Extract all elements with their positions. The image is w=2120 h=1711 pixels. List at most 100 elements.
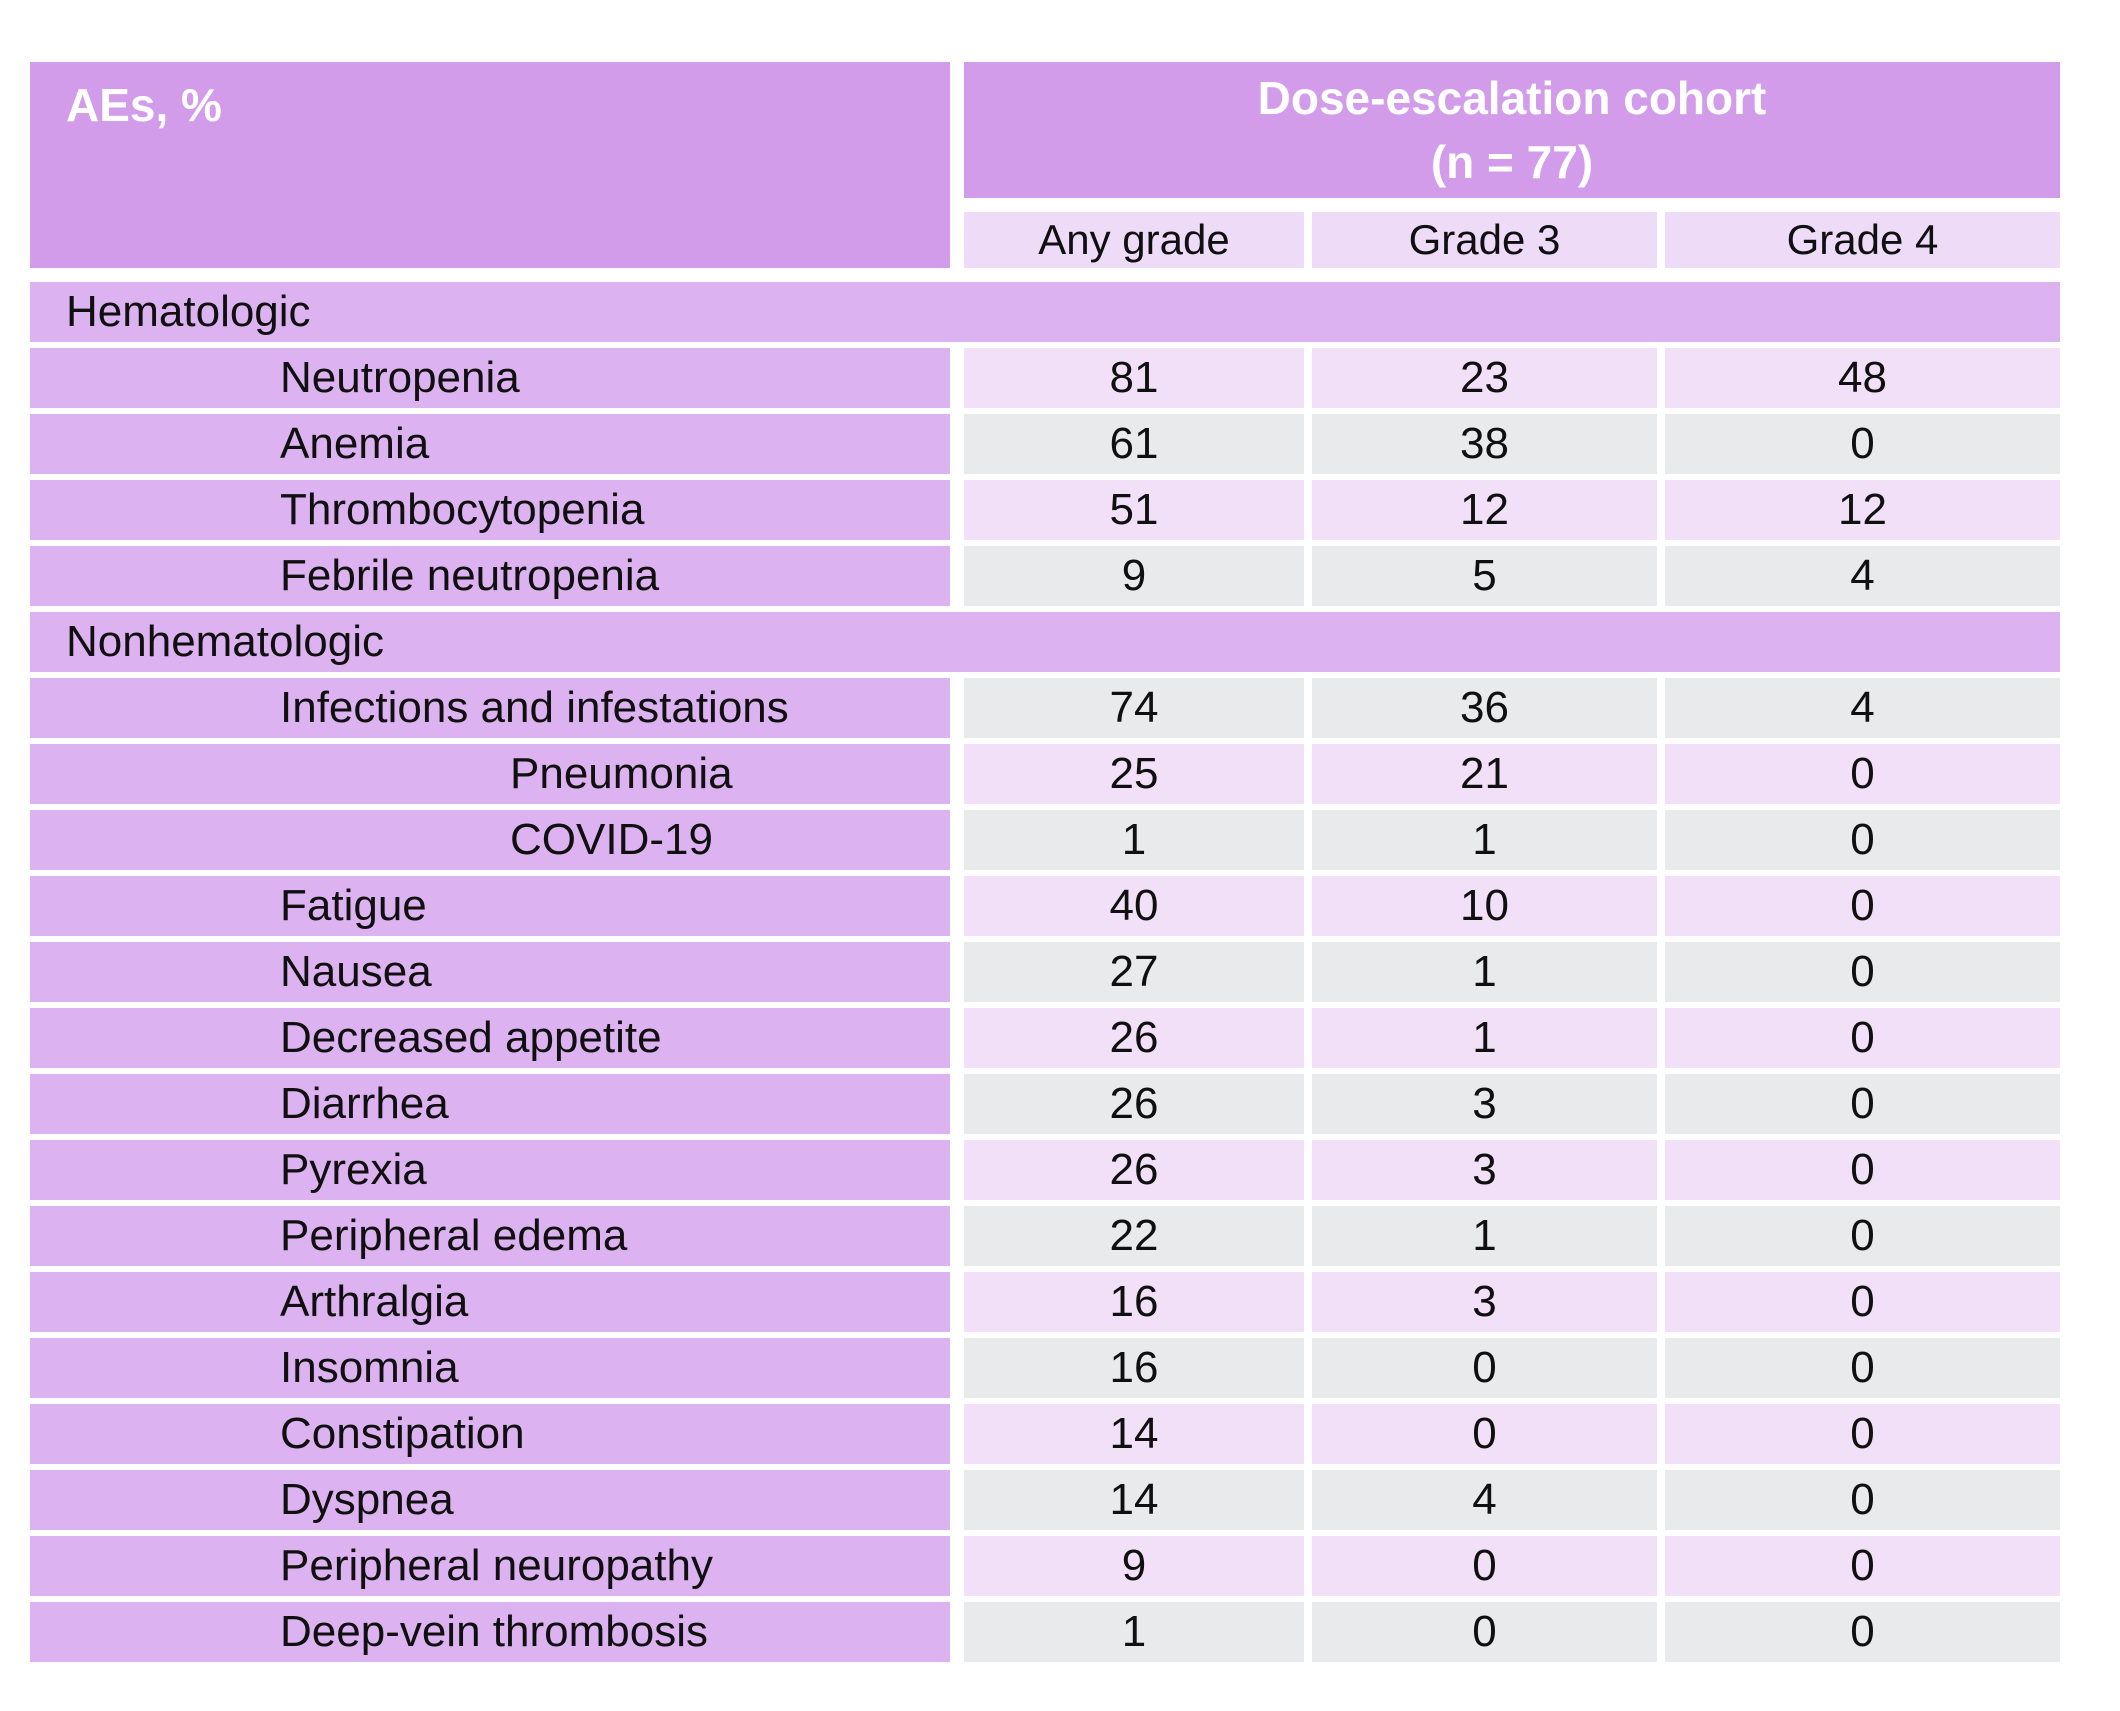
cell-grade-3: 1 [1312,810,1657,870]
cell-grade-4: 0 [1665,1008,2060,1068]
cell-grade-4: 0 [1665,1272,2060,1332]
table-row: Diarrhea 26 3 0 [30,1074,2060,1134]
cell-any-grade: 40 [964,876,1304,936]
row-label: Thrombocytopenia [30,480,950,540]
cell-grade-4: 0 [1665,1404,2060,1464]
header-right-zone: Dose-escalation cohort (n = 77) Any grad… [964,62,2060,268]
row-label: Febrile neutropenia [30,546,950,606]
cell-any-grade: 14 [964,1470,1304,1530]
cell-grade-3: 1 [1312,1008,1657,1068]
row-label: Nausea [30,942,950,1002]
cell-grade-3: 4 [1312,1470,1657,1530]
table-row: Nausea 27 1 0 [30,942,2060,1002]
group-header-dose-escalation-cohort: Dose-escalation cohort (n = 77) [964,62,2060,198]
section-row-hematologic: Hematologic [30,282,2060,342]
cell-any-grade: 1 [964,810,1304,870]
cell-grade-3: 3 [1312,1140,1657,1200]
table-row: Dyspnea 14 4 0 [30,1470,2060,1530]
cell-grade-3: 3 [1312,1074,1657,1134]
table-row: Peripheral neuropathy 9 0 0 [30,1536,2060,1596]
cell-grade-4: 12 [1665,480,2060,540]
section-label: Hematologic [30,282,2060,342]
cell-grade-4: 0 [1665,1074,2060,1134]
table-row: Infections and infestations 74 36 4 [30,678,2060,738]
row-label: Peripheral neuropathy [30,1536,950,1596]
section-row-nonhematologic: Nonhematologic [30,612,2060,672]
column-header-grade-3: Grade 3 [1312,212,1657,268]
cell-grade-4: 0 [1665,1140,2060,1200]
row-label: Insomnia [30,1338,950,1398]
cell-any-grade: 25 [964,744,1304,804]
table-row: Anemia 61 38 0 [30,414,2060,474]
row-label: Fatigue [30,876,950,936]
cell-grade-4: 0 [1665,1602,2060,1662]
table-row: Deep-vein thrombosis 1 0 0 [30,1602,2060,1662]
cell-grade-4: 0 [1665,1338,2060,1398]
table-row: Pyrexia 26 3 0 [30,1140,2060,1200]
row-label: Infections and infestations [30,678,950,738]
row-label: Pyrexia [30,1140,950,1200]
corner-header-aes-percent: AEs, % [30,62,950,268]
cell-grade-4: 4 [1665,678,2060,738]
cell-grade-3: 21 [1312,744,1657,804]
cell-grade-3: 10 [1312,876,1657,936]
cell-grade-4: 0 [1665,414,2060,474]
cell-any-grade: 26 [964,1140,1304,1200]
row-label: Diarrhea [30,1074,950,1134]
table-row: COVID-19 1 1 0 [30,810,2060,870]
section-label: Nonhematologic [30,612,2060,672]
cell-grade-3: 12 [1312,480,1657,540]
column-header-row: Any grade Grade 3 Grade 4 [964,212,2060,268]
cell-grade-3: 1 [1312,1206,1657,1266]
cell-any-grade: 14 [964,1404,1304,1464]
cell-any-grade: 9 [964,546,1304,606]
row-label: Deep-vein thrombosis [30,1602,950,1662]
table-row: Pneumonia 25 21 0 [30,744,2060,804]
table-row: Constipation 14 0 0 [30,1404,2060,1464]
cell-grade-4: 4 [1665,546,2060,606]
cell-grade-3: 0 [1312,1404,1657,1464]
cell-grade-3: 0 [1312,1536,1657,1596]
cell-any-grade: 27 [964,942,1304,1002]
adverse-events-table: AEs, % Dose-escalation cohort (n = 77) A… [30,62,2060,1668]
row-label: Decreased appetite [30,1008,950,1068]
cell-grade-4: 0 [1665,1536,2060,1596]
cell-grade-3: 38 [1312,414,1657,474]
cell-any-grade: 1 [964,1602,1304,1662]
table-row: Fatigue 40 10 0 [30,876,2060,936]
row-label: COVID-19 [30,810,950,870]
cell-grade-4: 0 [1665,876,2060,936]
cell-any-grade: 61 [964,414,1304,474]
cell-any-grade: 16 [964,1272,1304,1332]
table-body: Hematologic Neutropenia 81 23 48 Anemia … [30,282,2060,1662]
cell-grade-4: 0 [1665,744,2060,804]
cell-grade-3: 5 [1312,546,1657,606]
cell-grade-3: 0 [1312,1338,1657,1398]
table-row: Thrombocytopenia 51 12 12 [30,480,2060,540]
column-header-grade-4: Grade 4 [1665,212,2060,268]
group-header-line1: Dose-escalation cohort [1257,72,1767,124]
cell-grade-3: 36 [1312,678,1657,738]
cell-grade-4: 48 [1665,348,2060,408]
cell-grade-4: 0 [1665,942,2060,1002]
cell-any-grade: 26 [964,1008,1304,1068]
row-label: Pneumonia [30,744,950,804]
row-label: Constipation [30,1404,950,1464]
row-label: Dyspnea [30,1470,950,1530]
cell-any-grade: 81 [964,348,1304,408]
cell-any-grade: 9 [964,1536,1304,1596]
cell-grade-4: 0 [1665,1470,2060,1530]
table-header: AEs, % Dose-escalation cohort (n = 77) A… [30,62,2060,268]
cell-any-grade: 74 [964,678,1304,738]
row-label: Neutropenia [30,348,950,408]
cell-any-grade: 22 [964,1206,1304,1266]
cell-grade-3: 3 [1312,1272,1657,1332]
table-row: Febrile neutropenia 9 5 4 [30,546,2060,606]
row-label: Anemia [30,414,950,474]
table-row: Decreased appetite 26 1 0 [30,1008,2060,1068]
cell-any-grade: 26 [964,1074,1304,1134]
column-header-any-grade: Any grade [964,212,1304,268]
cell-grade-3: 23 [1312,348,1657,408]
group-header-line2: (n = 77) [1430,136,1594,188]
cell-any-grade: 51 [964,480,1304,540]
